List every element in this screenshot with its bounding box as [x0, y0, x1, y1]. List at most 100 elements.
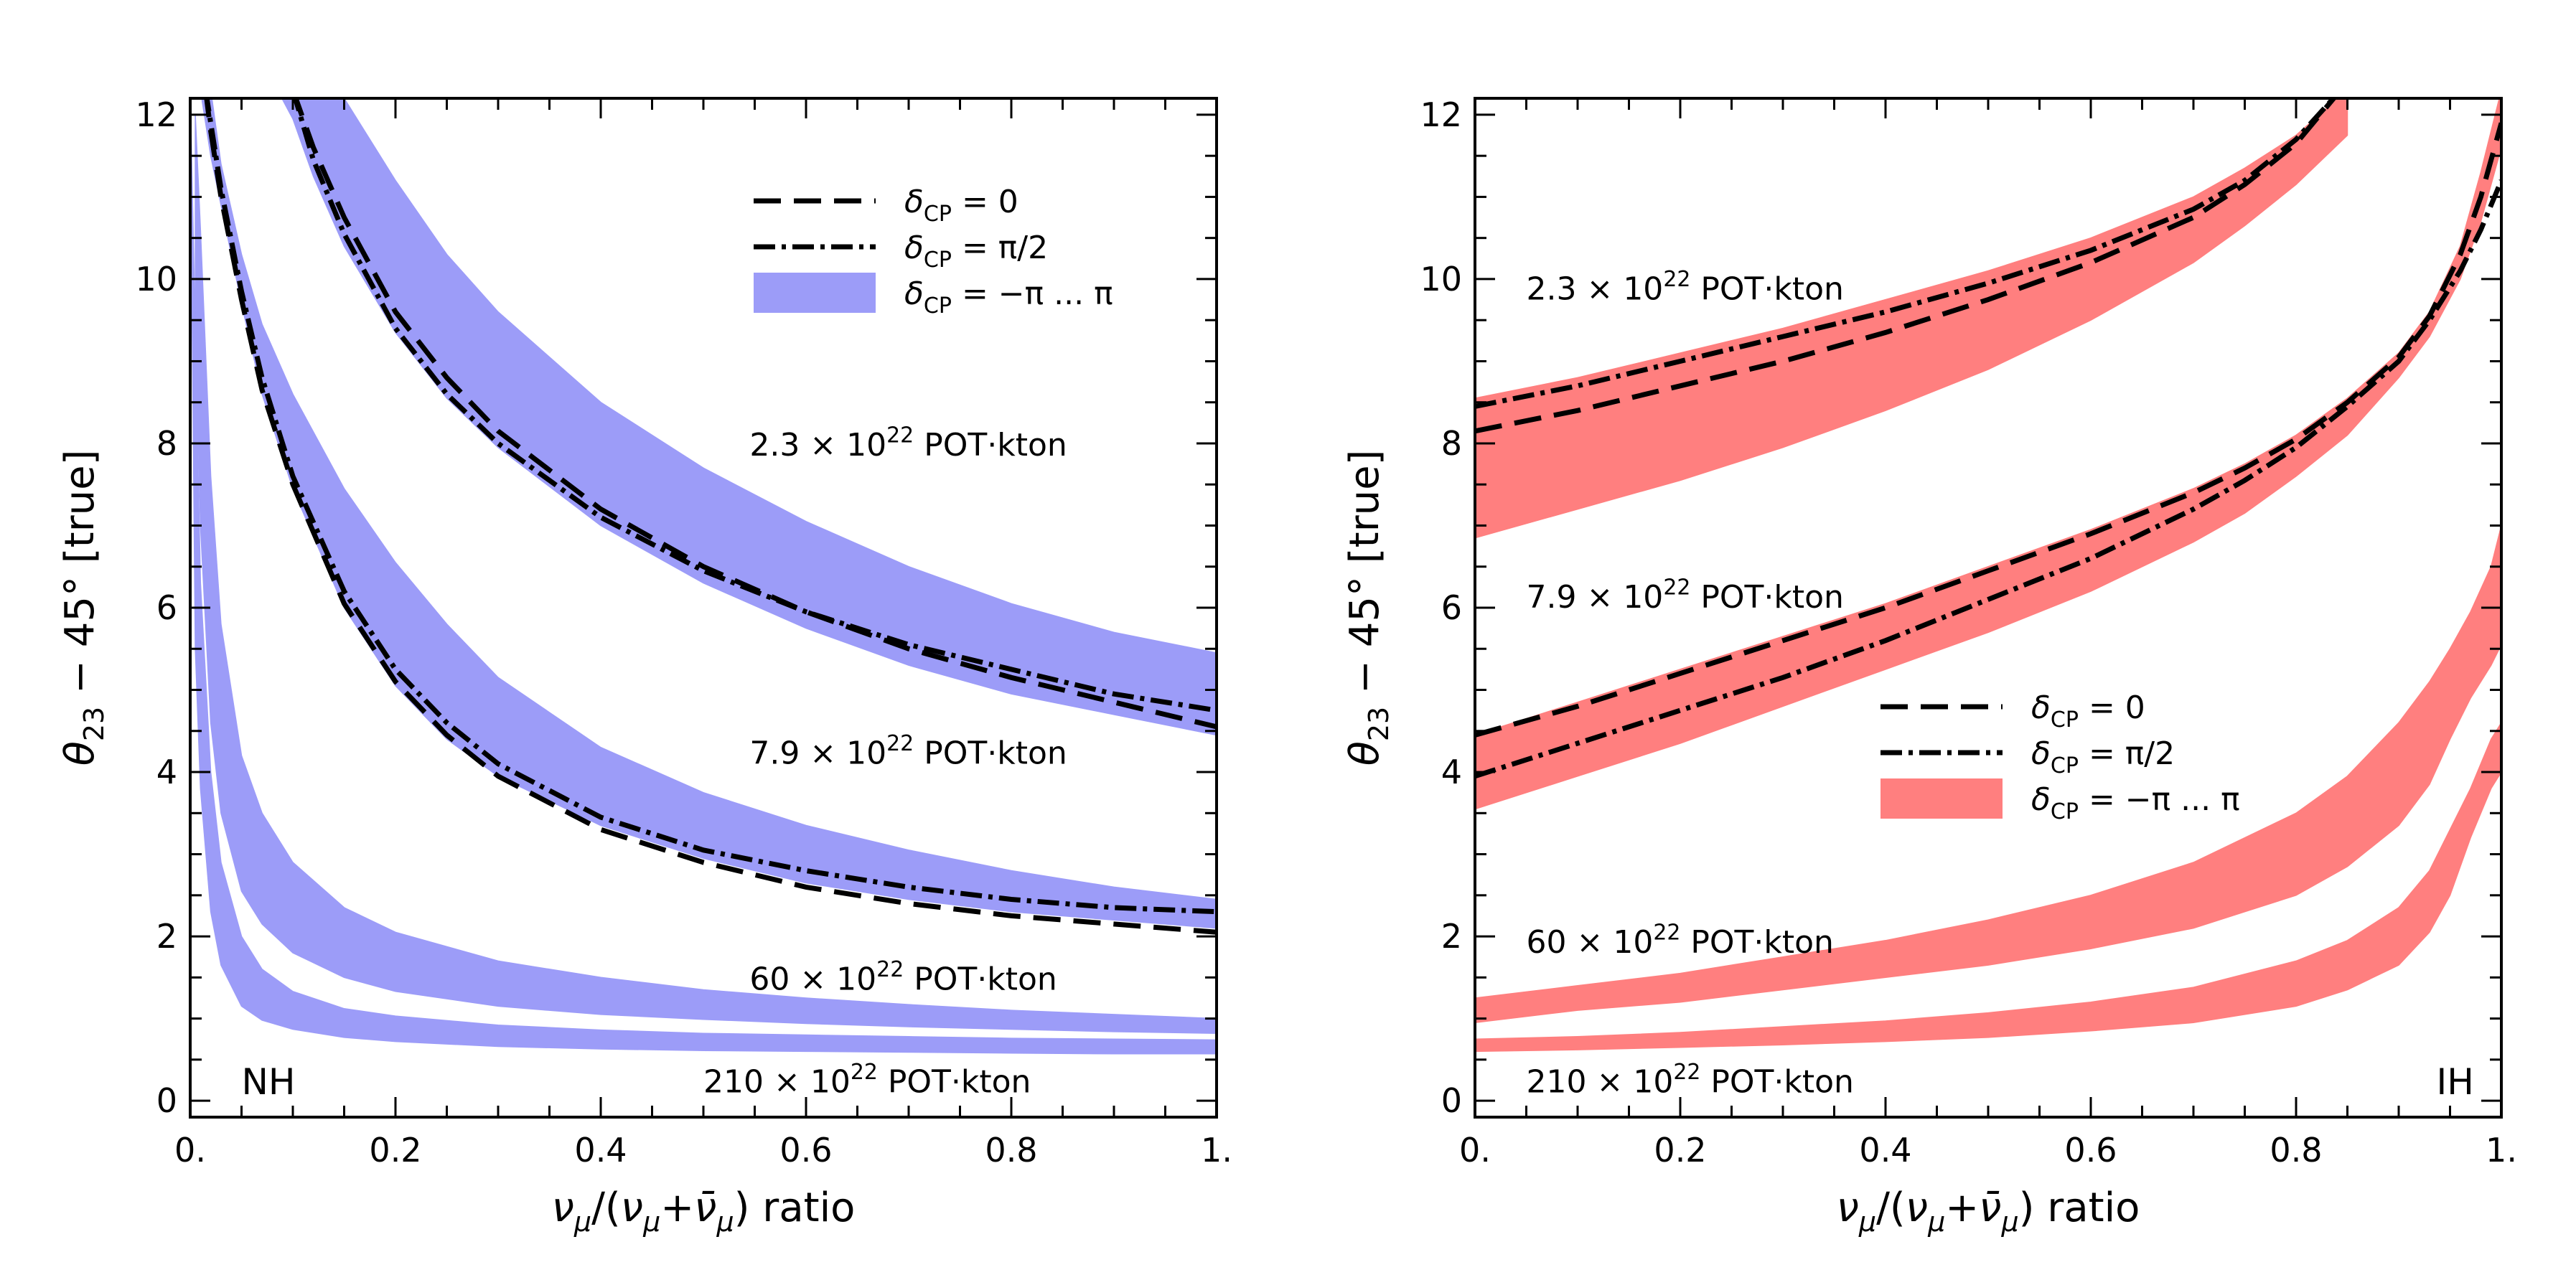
y-tick-label: 8 [1441, 424, 1462, 463]
exposure-label-exponent: 22 [886, 423, 914, 448]
y-tick-label: 10 [1420, 260, 1462, 298]
band-0 [281, 98, 1217, 736]
exposure-label-unit: POT·kton [914, 735, 1067, 772]
yl-part: θ [57, 741, 103, 766]
yl-part: − 45° [true] [57, 450, 103, 707]
legend-label: δCP = −π ... π [2031, 781, 2240, 824]
x-tick-label: 0.6 [779, 1131, 832, 1170]
legend-label: δCP = 0 [904, 184, 1018, 227]
xl-part: μ [1858, 1206, 1876, 1238]
yl-part: 23 [78, 707, 110, 741]
x-tick-label: 0.8 [2270, 1131, 2322, 1170]
legend-sub: CP [924, 293, 952, 319]
exposure-label-unit: POT·kton [1690, 271, 1844, 308]
legend-value: = −π ... π [952, 276, 1113, 312]
y-tick-label: 12 [135, 95, 177, 134]
yl-part: − 45° [true] [1341, 450, 1388, 707]
plot-area [1475, 98, 2501, 1053]
legend-sub: CP [2051, 753, 2079, 778]
legend-sub: CP [2051, 707, 2079, 733]
band-6 [1475, 525, 2501, 1024]
exposure-label-exponent: 22 [1663, 575, 1690, 601]
exposure-label-base: 60 × 10 [1527, 924, 1654, 961]
xl-part: /( [591, 1185, 621, 1231]
y-tick-label: 2 [1441, 917, 1462, 956]
y-tick-label: 0 [156, 1081, 177, 1120]
y-tick-label: 4 [1441, 753, 1462, 791]
exposure-label-unit: POT·kton [904, 961, 1057, 998]
xl-part: ) ratio [734, 1185, 856, 1231]
exposure-label-exponent: 22 [876, 957, 904, 982]
legend-band-swatch [1881, 778, 2003, 819]
xl-part: ) ratio [2019, 1185, 2140, 1231]
y-tick-label: 8 [156, 424, 177, 463]
legend-label: δCP = −π ... π [904, 276, 1113, 319]
legend-delta: δ [904, 276, 924, 312]
exposure-label: 210 × 1022 POT·kton [703, 1060, 1031, 1100]
y-axis-label: θ23 − 45° [true] [1341, 450, 1395, 766]
legend-delta: δ [2031, 690, 2051, 726]
yl-part: θ [1341, 741, 1388, 766]
exposure-label-base: 7.9 × 10 [1527, 579, 1664, 616]
exposure-label: 7.9 × 1022 POT·kton [1527, 575, 1844, 616]
x-tick-label: 0.2 [369, 1131, 421, 1170]
x-tick-label: 1. [1201, 1131, 1232, 1170]
xl-part: + [1945, 1185, 1979, 1231]
dcp-pi2-line-2 [1475, 98, 2337, 409]
xl-part: μ [573, 1206, 591, 1238]
exposure-label-exponent: 22 [1663, 267, 1690, 292]
legend-delta: δ [2031, 781, 2051, 818]
exposure-label-base: 2.3 × 10 [1527, 271, 1664, 308]
x-axis: 0. 0.2 0.4 0.6 0.8 1. [174, 98, 1232, 1170]
xl-part: μ [716, 1206, 734, 1238]
xl-part: ν [1906, 1185, 1928, 1231]
dcp-pi2-line-2 [292, 98, 1217, 713]
dcp0-line-4 [204, 98, 1217, 935]
exposure-label-base: 210 × 10 [703, 1064, 851, 1101]
y-tick-label: 6 [1441, 588, 1462, 627]
legend-sub: CP [924, 248, 952, 273]
exposure-label-exponent: 22 [1673, 1060, 1700, 1085]
y-axis: 0 2 4 6 8 10 12 [135, 95, 1217, 1120]
y-tick-label: 6 [156, 588, 177, 627]
dcp-pi2-line-5 [1475, 179, 2501, 779]
x-tick-label: 0.8 [985, 1131, 1037, 1170]
xl-part: ν̄ [694, 1185, 716, 1231]
x-axis: 0. 0.2 0.4 0.6 0.8 1. [1459, 98, 2517, 1170]
xl-part: + [660, 1185, 694, 1231]
x-axis-label: νμ/(νμ+ν̄μ) ratio [1837, 1185, 2140, 1238]
exposure-label: 60 × 1022 POT·kton [749, 957, 1057, 997]
exposure-label-exponent: 22 [886, 731, 914, 756]
y-tick-label: 12 [1420, 95, 1462, 134]
xl-part: μ [642, 1206, 660, 1238]
dcp0-line-4 [1475, 122, 2501, 738]
legend-label: δCP = π/2 [904, 230, 1048, 273]
x-tick-label: 0.2 [1654, 1131, 1706, 1170]
exposure-label: 210 × 1022 POT·kton [1527, 1060, 1854, 1100]
exposure-label-base: 7.9 × 10 [749, 735, 886, 772]
x-tick-label: 0.4 [1859, 1131, 1911, 1170]
exposure-label-base: 2.3 × 10 [749, 427, 886, 463]
exposure-label: 2.3 × 1022 POT·kton [749, 423, 1067, 463]
x-tick-label: 0. [1459, 1131, 1491, 1170]
dcp0-line-1 [1475, 98, 2338, 434]
exposure-label-unit: POT·kton [1690, 579, 1844, 616]
dcp0-line-1 [293, 98, 1217, 730]
x-tick-label: 0.6 [2064, 1131, 2117, 1170]
legend-delta: δ [904, 230, 924, 266]
exposure-label: 2.3 × 1022 POT·kton [1527, 267, 1844, 307]
band-3 [201, 98, 1217, 929]
xl-part: ν [552, 1185, 574, 1231]
y-axis-label: θ23 − 45° [true] [57, 450, 110, 766]
band-6 [195, 114, 1217, 1034]
exposure-label-unit: POT·kton [914, 427, 1067, 463]
x-tick-label: 0.4 [574, 1131, 627, 1170]
legend-value: = −π ... π [2079, 781, 2240, 818]
xl-part: μ [1927, 1206, 1945, 1238]
y-axis: 0 2 4 6 8 10 12 [1420, 95, 2501, 1120]
exposure-label-unit: POT·kton [1700, 1064, 1854, 1101]
